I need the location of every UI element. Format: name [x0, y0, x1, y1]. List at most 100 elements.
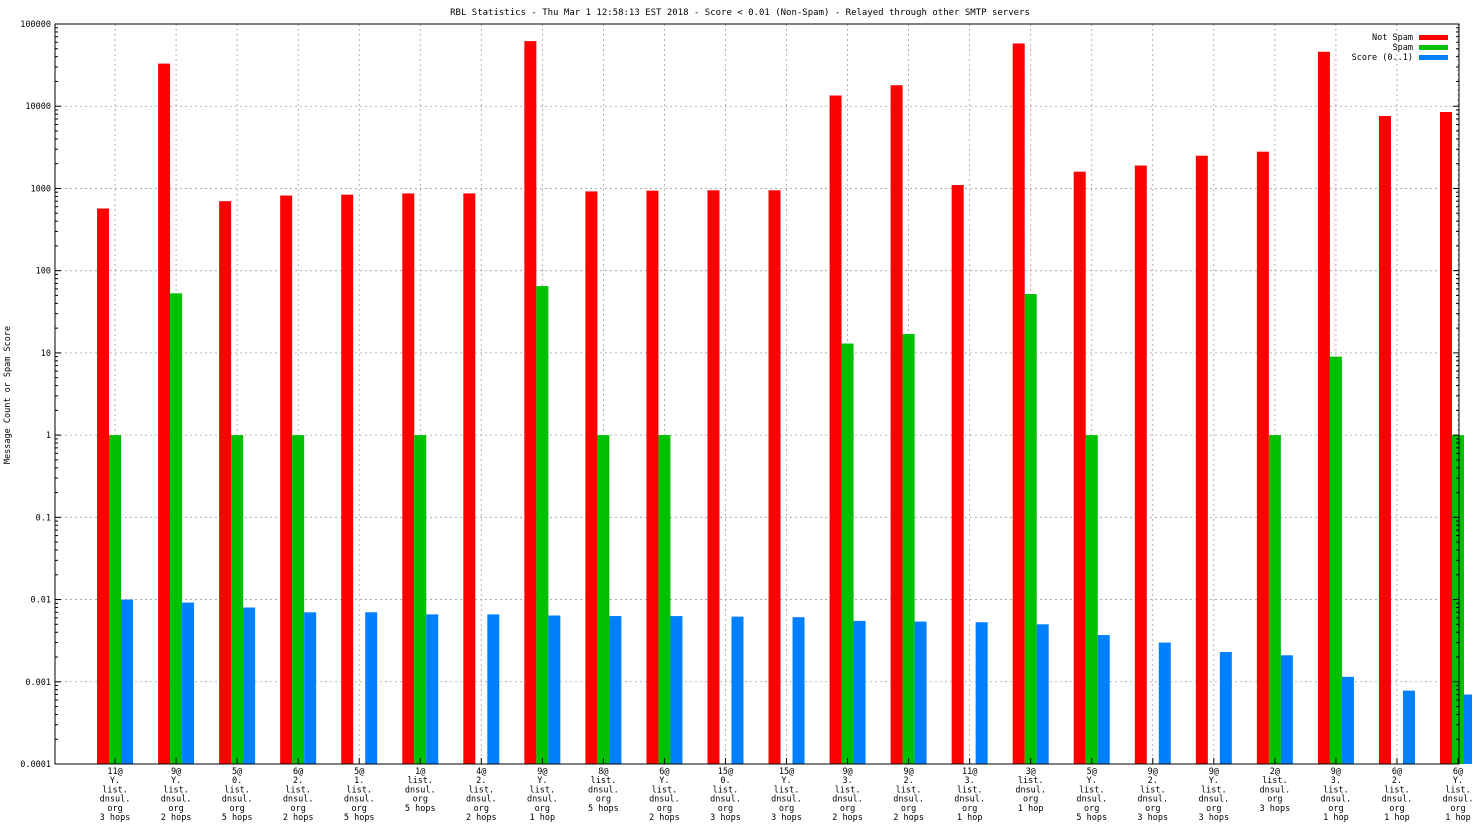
x-category-line: list. [163, 785, 189, 795]
x-category-line: Y. [1453, 776, 1463, 786]
bar-score-0-1 [1158, 642, 1171, 764]
x-category-line: 1 hop [530, 813, 556, 823]
x-category-line: 1 hop [1384, 813, 1410, 823]
bar-score-0-1 [914, 621, 927, 764]
x-category-label: 6@ Y. list. dnsul. org 1 hop [1443, 767, 1472, 823]
x-category-line: 2 hops [466, 813, 497, 823]
x-category-line: list. [591, 776, 617, 786]
x-category-line: dnsul. [1137, 795, 1168, 805]
x-category-line: 1. [354, 776, 364, 786]
x-category-label: 11@ 3. list. dnsul. org 1 hop [954, 767, 985, 823]
y-tick-label: 10000 [25, 102, 51, 112]
x-category-line: Y. [659, 776, 669, 786]
x-category-line: 3 hops [1198, 813, 1229, 823]
x-category-line: org [1206, 804, 1221, 814]
x-category-line: 6@ [1453, 767, 1463, 777]
bar-score-0-1 [548, 615, 561, 764]
x-category-line: dnsul. [344, 795, 375, 805]
x-category-line: org [962, 804, 977, 814]
x-category-label: 5@ Y. list. dnsul. org 5 hops [1076, 767, 1107, 823]
x-category-line: 2 hops [283, 813, 314, 823]
x-category-line: org [718, 804, 733, 814]
x-category-line: 9@ [842, 767, 852, 777]
x-category-line: org [107, 804, 122, 814]
x-category-line: dnsul. [832, 795, 863, 805]
x-category-label: 5@ 0. list. dnsul. org 5 hops [222, 767, 253, 823]
x-category-line: 2. [476, 776, 486, 786]
x-category-line: 5 hops [222, 813, 253, 823]
x-category-line: 1@ [415, 767, 425, 777]
x-category-line: list. [896, 785, 922, 795]
bar-not-spam [707, 190, 720, 764]
x-category-line: 2. [1148, 776, 1158, 786]
bar-not-spam [1256, 151, 1269, 765]
x-category-line: list. [1262, 776, 1288, 786]
bar-score-0-1 [1280, 655, 1293, 764]
x-category-line: list. [652, 785, 678, 795]
bar-score-0-1 [1219, 652, 1232, 764]
x-category-line: org [1145, 804, 1160, 814]
x-category-line: org [1084, 804, 1099, 814]
x-category-line: dnsul. [588, 785, 619, 795]
bar-spam [414, 435, 427, 764]
bar-not-spam [341, 194, 354, 765]
legend-label: Score (0..1) [1352, 53, 1413, 63]
x-category-label: 9@ 3. list. dnsul. org 1 hop [1321, 767, 1352, 823]
bar-score-0-1 [731, 616, 744, 764]
x-category-line: list. [1323, 785, 1349, 795]
x-category-line: list. [469, 785, 495, 795]
bar-score-0-1 [1036, 624, 1049, 764]
x-category-line: 3 hops [1137, 813, 1168, 823]
bar-score-0-1 [487, 614, 500, 764]
y-tick-label: 0.01 [31, 596, 51, 606]
grid-layer [55, 24, 1459, 764]
bar-not-spam [97, 208, 110, 764]
bar-score-0-1 [1464, 694, 1472, 764]
legend-label: Not Spam [1372, 33, 1413, 43]
bar-spam [1024, 294, 1037, 764]
x-category-label: 15@ 0. list. dnsul. org 3 hops [710, 767, 741, 823]
bar-not-spam [829, 95, 842, 765]
x-category-line: 3 hops [710, 813, 741, 823]
x-category-line: dnsul. [100, 795, 131, 805]
x-category-line: list. [774, 785, 800, 795]
bar-spam [597, 435, 610, 764]
x-category-label: 2@ list. dnsul. org 3 hops [1260, 767, 1291, 814]
x-category-line: 8@ [598, 767, 608, 777]
x-category-line: 2. [903, 776, 913, 786]
x-category-line: 11@ [107, 767, 122, 777]
bar-not-spam [1317, 51, 1330, 764]
x-category-line: dnsul. [954, 795, 985, 805]
x-category-label: 9@ Y. list. dnsul. org 2 hops [161, 767, 192, 823]
x-category-line: org [229, 804, 244, 814]
x-category-line: org [1389, 804, 1404, 814]
x-category-line: 2 hops [161, 813, 192, 823]
x-category-line: 3. [842, 776, 852, 786]
bar-not-spam [280, 195, 293, 764]
x-category-line: Y. [110, 776, 120, 786]
bar-spam [658, 435, 671, 764]
x-category-line: list. [1201, 785, 1227, 795]
x-category-label: 9@ Y. list. dnsul. org 1 hop [527, 767, 558, 823]
x-category-line: org [901, 804, 916, 814]
x-category-line: 6@ [293, 767, 303, 777]
bar-spam [1268, 435, 1281, 764]
bar-not-spam [585, 191, 598, 765]
bar-spam [841, 343, 854, 764]
x-category-line: dnsul. [1260, 785, 1291, 795]
y-tick-label: 10 [41, 349, 51, 359]
x-category-line: list. [407, 776, 433, 786]
bar-not-spam [890, 85, 903, 764]
bar-not-spam [524, 41, 537, 765]
bar-not-spam [646, 190, 659, 764]
x-category-line: list. [1079, 785, 1105, 795]
x-category-line: list. [285, 785, 311, 795]
x-category-line: 5@ [354, 767, 364, 777]
bar-not-spam [1012, 43, 1025, 764]
x-category-line: dnsul. [466, 795, 497, 805]
x-category-label: 9@ 2. list. dnsul. org 2 hops [893, 767, 924, 823]
x-category-line: list. [102, 785, 128, 795]
x-category-line: 3 hops [100, 813, 131, 823]
